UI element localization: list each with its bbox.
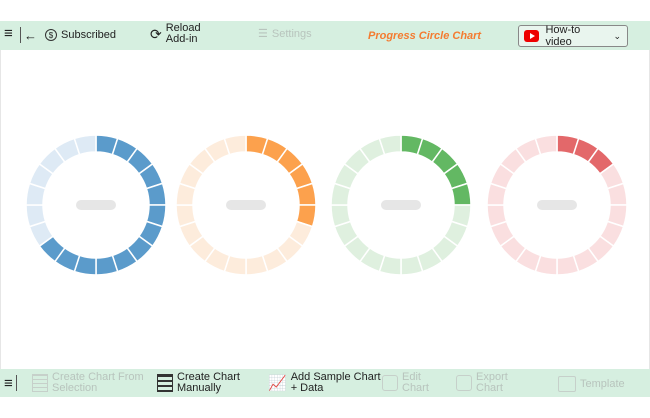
label: Selection <box>52 382 98 394</box>
menu-icon[interactable]: ≡ <box>4 25 13 42</box>
label: Create Chart From <box>52 371 144 383</box>
subscribed-label: Subscribed <box>61 28 117 41</box>
chart-canvas <box>0 50 650 369</box>
youtube-icon <box>524 30 540 42</box>
how-to-label: How-to video <box>545 24 581 48</box>
table-edit-icon <box>157 374 173 392</box>
menu-icon[interactable]: ≡ <box>4 375 17 391</box>
label: Export <box>476 371 508 383</box>
sample-chart-icon: 📈 <box>268 374 287 392</box>
value-label-placeholder <box>381 200 421 210</box>
track-segment <box>73 134 97 156</box>
track-segment <box>223 134 247 156</box>
label: Create Chart <box>177 371 240 383</box>
bottom-toolbar: ≡ Create Chart From Selection Create Char… <box>0 369 650 397</box>
top-toolbar: ≡ ← $ Subscribed ⟳ Reload Add-in ☰ Settin… <box>0 21 650 50</box>
app-title: Progress Circle Chart <box>368 30 482 42</box>
refresh-icon: ⟳ <box>150 25 162 42</box>
settings-label: Settings <box>271 28 312 40</box>
progress-ring <box>175 134 317 276</box>
progress-circles <box>25 134 628 276</box>
label: + Data <box>290 382 324 394</box>
dollar-icon: $ <box>45 29 57 41</box>
add-sample-chart-button[interactable]: 📈 Add Sample Chart + Data <box>268 372 381 394</box>
progress-ring <box>486 134 628 276</box>
create-manually-button[interactable]: Create Chart Manually <box>157 372 240 394</box>
progress-ring <box>25 134 167 276</box>
subscribed-button[interactable]: $ Subscribed <box>45 29 116 41</box>
template-label: Template <box>580 377 625 390</box>
reload-label-2: Add-in <box>165 33 198 45</box>
track-segment <box>378 134 402 156</box>
export-icon <box>456 375 472 391</box>
label: Edit <box>402 371 421 383</box>
settings-button[interactable]: ☰ Settings <box>258 29 312 40</box>
label: Add Sample Chart <box>290 371 381 383</box>
reload-label-1: Reload <box>165 22 201 34</box>
edit-chart-button[interactable]: Edit Chart <box>382 372 429 394</box>
sliders-icon: ☰ <box>258 28 268 40</box>
template-button[interactable]: Template <box>558 376 625 392</box>
reload-addin-button[interactable]: ⟳ Reload Add-in <box>150 23 201 45</box>
value-label-placeholder <box>76 200 116 210</box>
table-icon <box>32 374 48 392</box>
edit-chart-icon <box>382 375 398 391</box>
create-from-selection-button[interactable]: Create Chart From Selection <box>32 372 144 394</box>
chevron-down-icon: ⌄ <box>613 30 621 41</box>
track-segment <box>534 134 558 156</box>
progress-ring <box>330 134 472 276</box>
label: Chart <box>402 382 429 394</box>
value-label-placeholder <box>537 200 577 210</box>
export-chart-button[interactable]: Export Chart <box>456 372 508 394</box>
value-label-placeholder <box>226 200 266 210</box>
label: Manually <box>177 382 222 394</box>
how-to-video-dropdown[interactable]: How-to video ⌄ <box>518 24 628 48</box>
label: Chart <box>476 382 503 394</box>
template-icon <box>558 376 576 392</box>
back-icon[interactable]: ← <box>20 27 37 43</box>
